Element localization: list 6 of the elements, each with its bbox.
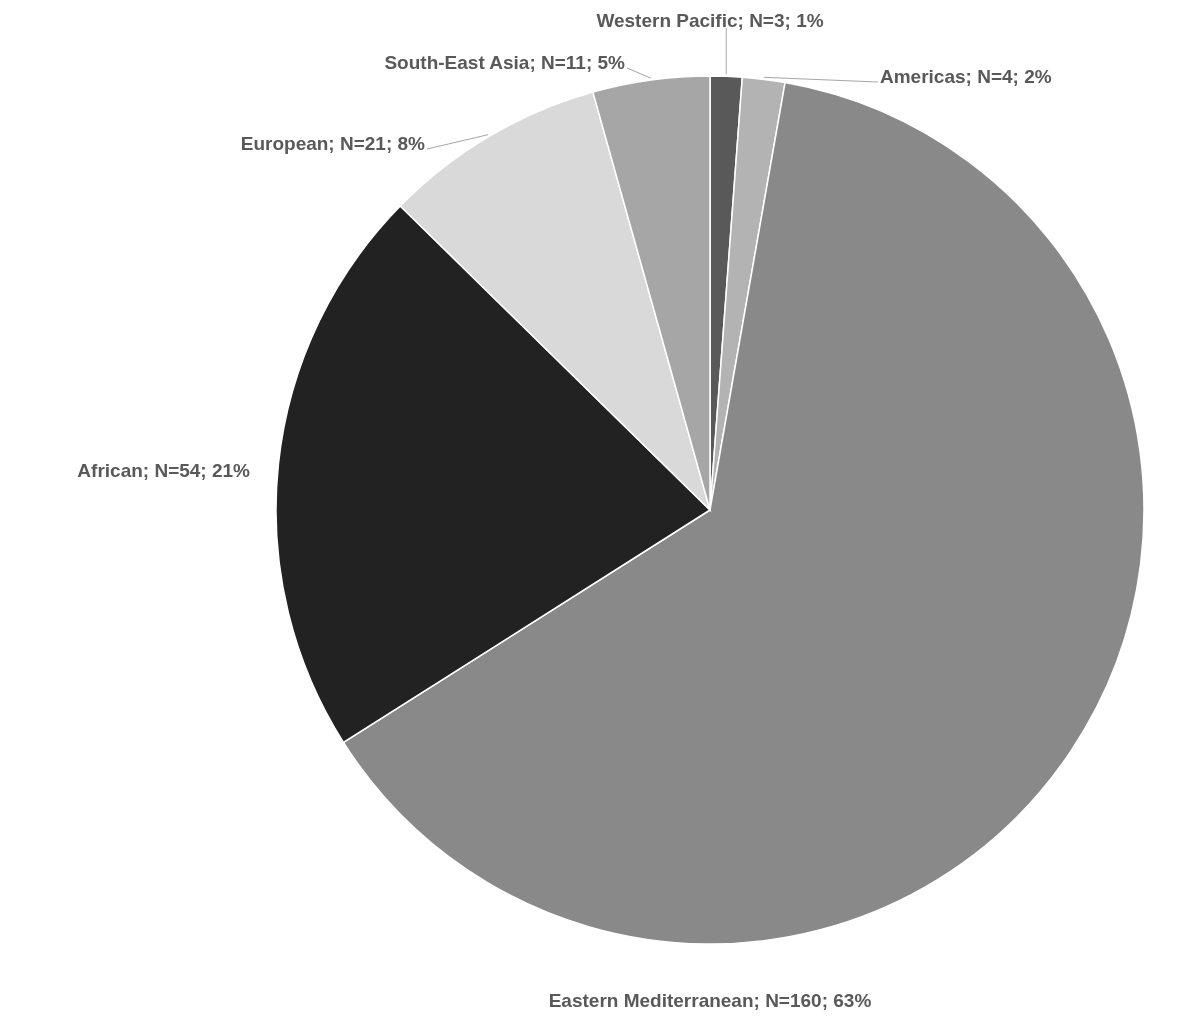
slice-label: African; N=54; 21% [77,460,251,482]
slice-label: Americas; N=4; 2% [880,66,1052,88]
slice-label: South-East Asia; N=11; 5% [384,52,626,74]
slice-label: Eastern Mediterranean; N=160; 63% [548,990,872,1012]
slice-label: Western Pacific; N=3; 1% [596,10,824,32]
slice-label: European; N=21; 8% [240,133,426,155]
